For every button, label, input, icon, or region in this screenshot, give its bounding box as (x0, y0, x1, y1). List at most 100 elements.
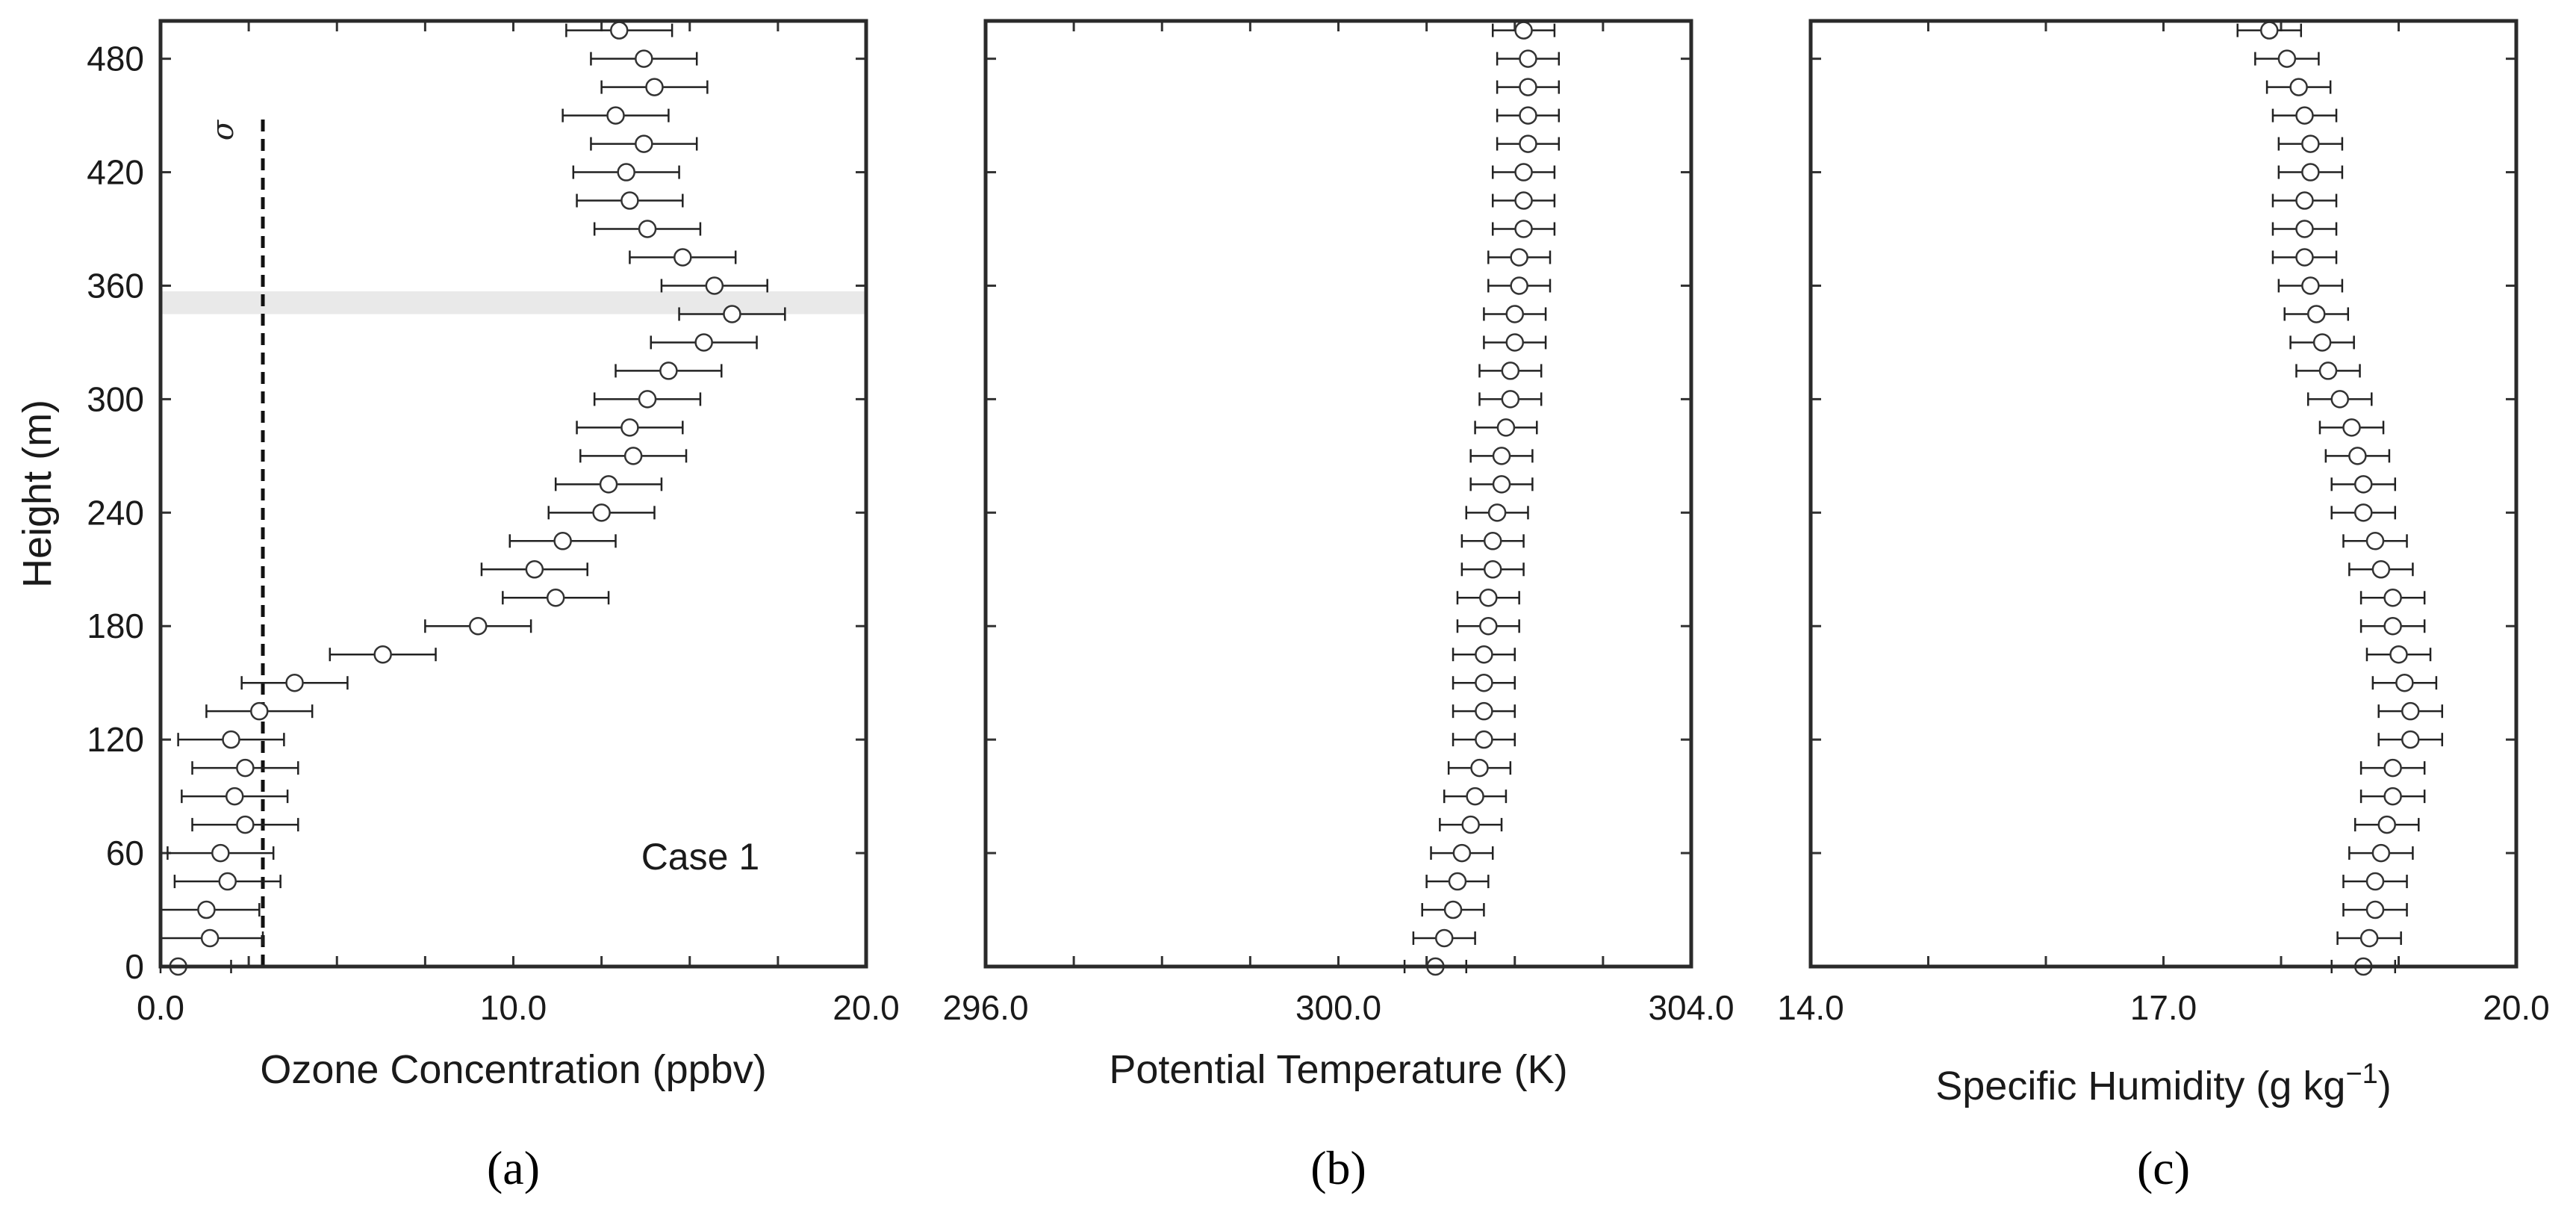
data-point (1452, 701, 1516, 721)
data-point (600, 78, 709, 96)
data-marker (1461, 815, 1480, 834)
data-marker (2289, 78, 2308, 96)
data-marker (2295, 248, 2314, 267)
data-marker (2395, 673, 2414, 692)
data-marker (1514, 220, 1533, 238)
data-marker (2354, 475, 2373, 494)
data-point (2236, 21, 2303, 40)
data-marker (2342, 418, 2361, 437)
data-marker (1475, 645, 1493, 664)
data-point (554, 475, 663, 494)
data-point (159, 928, 264, 948)
data-point (2359, 589, 2426, 607)
data-marker (2307, 305, 2326, 323)
data-marker (620, 418, 639, 437)
data-marker (211, 843, 230, 863)
sigma-label: σ (206, 119, 240, 140)
data-point (205, 701, 314, 721)
x-axis-title-text: Potential Temperature (K) (1109, 1047, 1567, 1092)
data-marker (2312, 333, 2332, 352)
y-tick-label: 360 (87, 266, 144, 305)
data-marker (1519, 78, 1537, 96)
data-point (191, 815, 299, 834)
plot-frame (158, 19, 868, 969)
data-marker (617, 163, 635, 182)
data-marker (1483, 560, 1502, 579)
y-tick-label: 60 (106, 834, 144, 872)
data-point (2254, 49, 2320, 68)
data-marker (2330, 390, 2349, 409)
y-tick-label: 120 (87, 720, 144, 759)
x-tick-label: 296.0 (942, 988, 1028, 1027)
data-point (2371, 673, 2438, 692)
data-point (2271, 220, 2338, 238)
x-tick-label: 20.0 (2483, 988, 2550, 1027)
data-point (1447, 758, 1512, 778)
data-point (1491, 220, 1556, 238)
data-marker (285, 673, 304, 692)
data-marker (2371, 560, 2391, 579)
y-tick-label: 420 (87, 153, 144, 192)
data-point (572, 163, 680, 182)
data-marker (1443, 900, 1463, 919)
data-point (2271, 106, 2338, 125)
data-marker (1466, 787, 1484, 806)
plot-frame (1808, 19, 2519, 969)
data-point (2359, 787, 2426, 806)
data-marker (2295, 106, 2314, 125)
data-marker (225, 787, 244, 806)
data-point (240, 673, 349, 692)
data-marker (659, 362, 678, 380)
data-point (1443, 787, 1508, 806)
data-marker (1475, 673, 1493, 692)
panel-label: (a) (487, 1141, 540, 1194)
data-marker (200, 928, 220, 948)
y-tick-label: 480 (87, 40, 144, 78)
data-point (1474, 418, 1538, 437)
y-tick-label: 300 (87, 379, 144, 418)
data-point (2265, 78, 2332, 96)
data-point (593, 220, 702, 238)
data-marker (2295, 220, 2314, 238)
data-point (1460, 560, 1525, 579)
data-point (2277, 134, 2344, 153)
data-marker (553, 532, 572, 550)
data-marker (2277, 49, 2297, 68)
data-marker (599, 475, 618, 494)
data-point (1496, 78, 1561, 96)
plot-frame (983, 19, 1693, 969)
data-point (1491, 21, 1556, 40)
data-marker (1519, 49, 1537, 68)
data-marker (1479, 589, 1498, 607)
data-point (1452, 645, 1516, 664)
data-marker (2301, 276, 2320, 295)
data-point (2377, 701, 2444, 721)
data-point (2318, 418, 2385, 437)
data-marker (1505, 305, 1524, 323)
data-point (2359, 616, 2426, 636)
data-point (1425, 872, 1490, 891)
y-tick-label: 240 (87, 493, 144, 532)
data-marker (1514, 163, 1533, 182)
data-marker (2295, 191, 2314, 210)
x-axis-title-superscript: −1 (2345, 1058, 2377, 1090)
data-point (547, 503, 656, 522)
data-marker (592, 503, 611, 522)
data-marker (1514, 191, 1533, 210)
data-point (629, 248, 737, 267)
data-point (1452, 673, 1516, 692)
y-tick-label: 0 (125, 947, 144, 986)
data-marker (1448, 872, 1467, 891)
data-marker (250, 701, 269, 721)
panel-c: 14.0 17.0 20.0 Specific Humidity (g kg−1) (c… (1777, 19, 2550, 1194)
case-annotation: Case 1 (641, 836, 759, 878)
data-marker (222, 730, 240, 749)
data-point (1452, 730, 1516, 749)
data-marker (2389, 645, 2408, 664)
data-marker (638, 220, 657, 238)
data-point (1469, 475, 1534, 494)
x-axis-title: Potential Temperature (K) (1109, 1047, 1567, 1092)
data-point (191, 758, 299, 778)
data-marker (2383, 616, 2402, 636)
data-point (2353, 815, 2420, 834)
